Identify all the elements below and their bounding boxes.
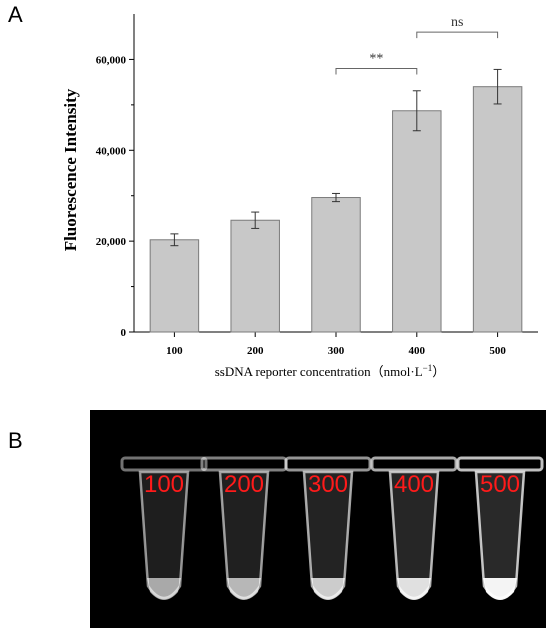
y-axis-label: Fluorescence Intensity: [61, 88, 80, 251]
tube-cap: [120, 456, 208, 472]
tube-photo: 100 200 300 400 500: [90, 410, 546, 628]
x-tick-label: 500: [489, 345, 506, 357]
tube-liquid: [227, 578, 261, 600]
tube-label: 100: [144, 471, 184, 498]
x-tick-label: 200: [247, 345, 264, 357]
chart-bars: [149, 68, 523, 333]
x-axis-label: ssDNA reporter concentration（nmol·L−1）: [215, 363, 446, 379]
tube-cap: [284, 456, 372, 472]
y-tick-label: 20,000: [96, 236, 127, 248]
tube-liquid: [397, 578, 431, 600]
x-tick-label: 400: [409, 345, 426, 357]
tube: [120, 456, 208, 600]
tube-liquid: [483, 578, 517, 600]
tube-liquid: [147, 578, 181, 600]
bar: [472, 86, 523, 333]
tube-liquid: [311, 578, 345, 600]
tube-label: 200: [224, 471, 264, 498]
tube-label: 400: [394, 471, 434, 498]
panel-label-a: A: [8, 2, 23, 27]
tube: [370, 456, 458, 600]
significance-label: ns: [451, 15, 463, 30]
tube: [456, 456, 544, 600]
tube-label: 300: [308, 471, 348, 498]
y-tick-label: 0: [121, 327, 127, 339]
bar: [230, 219, 280, 333]
bar: [392, 110, 442, 333]
tube-cap: [456, 456, 544, 472]
tube-photo-image: 100 200 300 400 500: [120, 456, 544, 600]
panel-label-b: B: [8, 428, 23, 453]
significance-bracket: [335, 68, 418, 75]
tube-label: 500: [480, 471, 520, 498]
tube-cap: [370, 456, 458, 472]
tube-cap: [200, 456, 288, 472]
significance-bracket: [416, 31, 499, 39]
bar: [311, 197, 361, 333]
chart-annotations: ** ns: [335, 15, 499, 75]
tube: [284, 456, 372, 600]
y-tick-label: 40,000: [96, 145, 127, 157]
x-tick-label: 100: [166, 345, 183, 357]
x-tick-label: 300: [328, 345, 345, 357]
bar: [149, 239, 200, 333]
y-tick-label: 60,000: [96, 54, 127, 66]
significance-label: **: [369, 52, 383, 67]
